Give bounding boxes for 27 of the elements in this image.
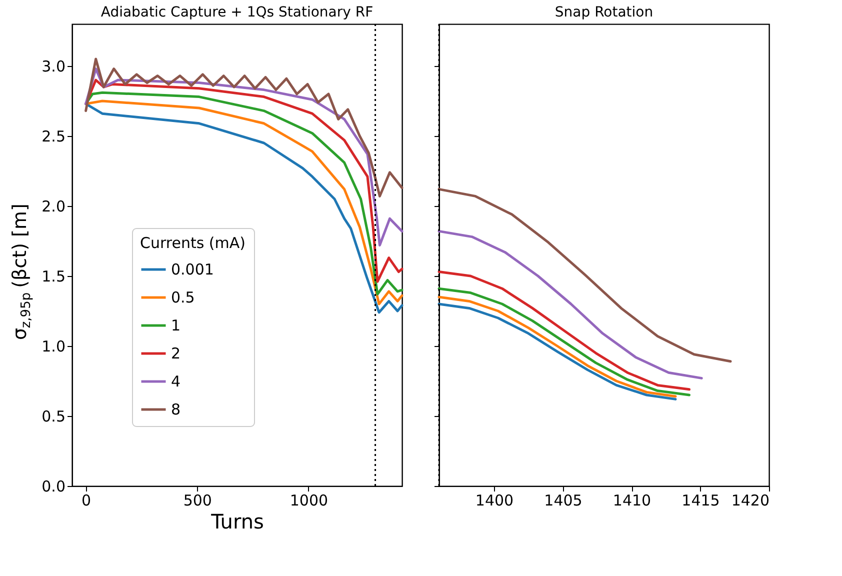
line-series xyxy=(84,58,404,198)
x-tick-label: 0 xyxy=(82,492,92,510)
legend-title: Currents (mA) xyxy=(140,234,246,252)
y-tick-label: 0.0 xyxy=(42,478,66,496)
legend-label: 1 xyxy=(171,316,181,334)
y-tick-label: 1.0 xyxy=(42,338,66,356)
legend-label: 2 xyxy=(171,344,181,362)
y-tick-label: 1.5 xyxy=(42,268,66,286)
x-tick-label: 500 xyxy=(183,492,212,510)
y-tick-label: 2.5 xyxy=(42,128,66,146)
x-tick-label: 1400 xyxy=(475,492,514,510)
chart-title: Snap Rotation xyxy=(554,4,654,20)
y-tick-label: 2.0 xyxy=(42,198,66,216)
x-tick-label: 1410 xyxy=(612,492,652,510)
x-axis-title: Turns xyxy=(210,510,264,534)
legend-label: 0.5 xyxy=(171,288,195,306)
legend-label: 0.001 xyxy=(171,260,214,278)
x-tick-label: 1000 xyxy=(290,492,328,510)
y-tick-label: 0.5 xyxy=(42,408,66,426)
y-tick-label: 3.0 xyxy=(42,58,66,76)
legend-label: 4 xyxy=(171,372,181,390)
chart-title: Adiabatic Capture + 1Qs Stationary RF xyxy=(100,4,374,20)
legend-label: 8 xyxy=(171,400,181,418)
y-axis-title: σz,95p (βct) [m] xyxy=(9,204,34,340)
x-tick-label: 1405 xyxy=(544,492,582,510)
x-tick-label: 1415 xyxy=(682,492,720,510)
x-tick-label: 1420 xyxy=(731,492,770,510)
